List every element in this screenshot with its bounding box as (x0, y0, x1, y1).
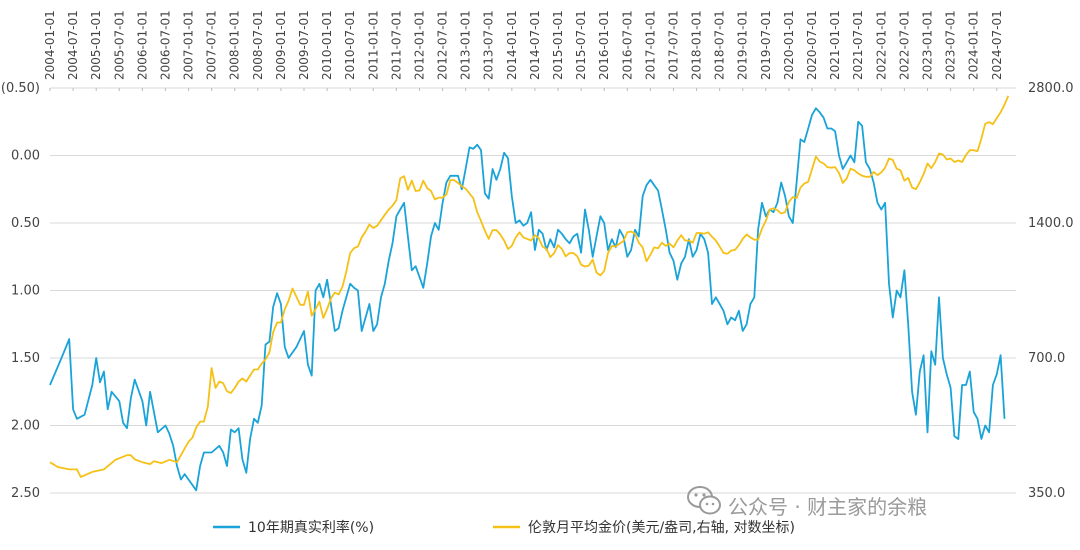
x-tick-label-15: 2011-07-01 (389, 10, 403, 80)
x-tick-label-38: 2023-01-01 (920, 10, 934, 80)
watermark-text: 公众号 · 财主家的余粮 (728, 495, 927, 519)
x-tick-label-35: 2021-07-01 (851, 10, 865, 80)
y-left-tick-label-0: (0.50) (1, 81, 40, 96)
y-right-tick-label-0: 2800.0 (1028, 81, 1074, 96)
series-line-real-rate (49, 107, 1006, 492)
legend-label-real-rate: 10年期真实利率(%) (248, 519, 374, 536)
y-left-tick-label-1: 0.00 (11, 149, 40, 164)
x-tick-label-8: 2008-01-01 (228, 10, 242, 80)
x-tick-label-33: 2020-07-01 (805, 10, 819, 80)
x-tick-label-18: 2013-01-01 (459, 10, 473, 80)
wechat-icon (687, 486, 721, 515)
y-left-tick-label-2: 0.50 (11, 216, 40, 231)
x-tick-label-13: 2010-07-01 (343, 10, 357, 80)
x-tick-label-29: 2018-07-01 (713, 10, 727, 80)
x-tick-label-41: 2024-07-01 (990, 10, 1004, 80)
y-right-tick-label-2: 700.0 (1028, 351, 1065, 366)
x-tick-label-12: 2010-01-01 (320, 10, 334, 80)
legend-item-gold-price: 伦敦月平均金价(美元/盎司,右轴, 对数坐标) (493, 520, 795, 536)
x-tick-label-11: 2009-07-01 (297, 10, 311, 80)
y-right-tick-label-1: 1400.0 (1028, 216, 1074, 231)
y-left-tick-label-5: 2.00 (11, 419, 40, 434)
x-tick-label-3: 2005-07-01 (112, 10, 126, 80)
y-left-tick-label-3: 1.00 (11, 284, 40, 299)
y-left-tick-label-4: 1.50 (11, 351, 40, 366)
x-tick-label-16: 2012-01-01 (412, 10, 426, 80)
x-tick-label-28: 2018-01-01 (690, 10, 704, 80)
legend-label-gold-price: 伦敦月平均金价(美元/盎司,右轴, 对数坐标) (528, 520, 795, 536)
x-tick-label-6: 2007-01-01 (182, 10, 196, 80)
x-tick-label-17: 2012-07-01 (436, 10, 450, 80)
y-right-tick-label-3: 350.0 (1028, 486, 1065, 501)
x-tick-label-21: 2014-07-01 (528, 10, 542, 80)
x-tick-label-5: 2006-07-01 (158, 10, 172, 80)
x-tick-label-7: 2007-07-01 (205, 10, 219, 80)
x-tick-label-37: 2022-07-01 (897, 10, 911, 80)
x-tick-label-32: 2020-01-01 (782, 10, 796, 80)
x-tick-label-0: 2004-01-01 (43, 10, 57, 80)
x-axis-ticks: 2004-01-01 2004-07-01 2005-01-01 2005-07-01… (43, 10, 1004, 91)
x-tick-label-20: 2014-01-01 (505, 10, 519, 80)
legend-item-real-rate: 10年期真实利率(%) (213, 519, 374, 536)
y-left-tick-label-6: 2.50 (11, 486, 40, 501)
legend: 10年期真实利率(%) 伦敦月平均金价(美元/盎司,右轴, 对数坐标) (213, 519, 795, 536)
x-tick-label-14: 2011-01-01 (366, 10, 380, 80)
x-tick-label-1: 2004-07-01 (66, 10, 80, 80)
x-tick-label-2: 2005-01-01 (89, 10, 103, 80)
x-tick-label-31: 2019-07-01 (759, 10, 773, 80)
x-tick-label-9: 2008-07-01 (251, 10, 265, 80)
x-tick-label-19: 2013-07-01 (482, 10, 496, 80)
x-tick-label-24: 2016-01-01 (597, 10, 611, 80)
watermark: 公众号 · 财主家的余粮 (687, 486, 927, 519)
y-axis-left-ticks: (0.50) 0.00 0.50 1.00 1.50 2.00 2.50 (1, 81, 40, 501)
x-tick-label-34: 2021-01-01 (828, 10, 842, 80)
x-tick-label-23: 2015-07-01 (574, 10, 588, 80)
x-tick-label-39: 2023-07-01 (944, 10, 958, 80)
x-tick-label-36: 2022-01-01 (874, 10, 888, 80)
x-tick-label-30: 2019-01-01 (736, 10, 750, 80)
series-lines (49, 95, 1010, 492)
x-tick-label-22: 2015-01-01 (551, 10, 565, 80)
series-line-gold-price (49, 95, 1010, 478)
x-tick-label-10: 2009-01-01 (274, 10, 288, 80)
x-tick-label-26: 2017-01-01 (643, 10, 657, 80)
x-tick-label-27: 2017-07-01 (666, 10, 680, 80)
y-axis-right-ticks: 2800.0 1400.0 700.0 350.0 (1028, 81, 1074, 501)
x-tick-label-25: 2016-07-01 (620, 10, 634, 80)
x-tick-label-40: 2024-01-01 (967, 10, 981, 80)
x-tick-label-4: 2006-01-01 (135, 10, 149, 80)
